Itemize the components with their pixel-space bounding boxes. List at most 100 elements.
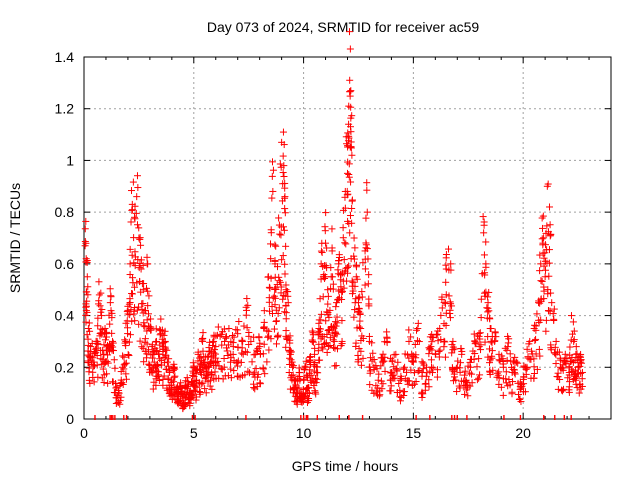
data-point bbox=[379, 380, 387, 388]
data-point bbox=[186, 399, 194, 407]
data-point bbox=[275, 214, 283, 222]
data-point bbox=[499, 391, 507, 399]
data-point bbox=[422, 380, 430, 388]
data-point bbox=[570, 336, 578, 344]
data-point bbox=[169, 366, 177, 374]
data-point bbox=[83, 308, 91, 316]
data-point bbox=[218, 341, 226, 349]
data-point bbox=[411, 380, 419, 388]
data-point bbox=[327, 264, 335, 272]
data-point bbox=[278, 256, 286, 264]
data-point bbox=[322, 317, 330, 325]
data-point bbox=[348, 277, 356, 285]
data-point bbox=[85, 319, 93, 327]
data-point bbox=[268, 194, 276, 202]
data-point bbox=[96, 302, 104, 310]
data-point bbox=[331, 362, 339, 370]
data-point bbox=[571, 366, 579, 374]
data-point bbox=[547, 341, 555, 349]
data-point bbox=[396, 376, 404, 384]
data-point bbox=[563, 355, 571, 363]
data-point bbox=[450, 370, 458, 378]
data-point bbox=[140, 280, 148, 288]
data-point bbox=[559, 387, 567, 395]
data-point bbox=[523, 345, 531, 353]
data-point bbox=[485, 288, 493, 296]
data-point bbox=[503, 356, 511, 364]
data-point bbox=[197, 380, 205, 388]
data-point bbox=[256, 339, 264, 347]
data-point bbox=[268, 172, 276, 180]
data-point bbox=[578, 368, 586, 376]
data-point bbox=[316, 356, 324, 364]
data-point bbox=[503, 346, 511, 354]
data-point bbox=[531, 337, 539, 345]
data-point bbox=[144, 302, 152, 310]
data-point bbox=[295, 384, 303, 392]
data-point bbox=[350, 234, 358, 242]
data-point bbox=[401, 350, 409, 358]
data-point bbox=[259, 364, 267, 372]
data-point bbox=[95, 278, 103, 286]
data-point bbox=[208, 369, 216, 377]
data-point bbox=[363, 186, 371, 194]
data-point bbox=[493, 369, 501, 377]
data-point bbox=[348, 290, 356, 298]
data-point bbox=[94, 373, 102, 381]
data-point bbox=[155, 371, 163, 379]
data-point bbox=[220, 363, 228, 371]
data-point bbox=[390, 371, 398, 379]
data-point bbox=[313, 375, 321, 383]
data-point bbox=[527, 355, 535, 363]
data-point bbox=[261, 370, 269, 378]
data-point bbox=[539, 224, 547, 232]
data-point bbox=[95, 291, 103, 299]
data-point bbox=[515, 395, 523, 403]
data-point bbox=[153, 360, 161, 368]
data-point bbox=[333, 345, 341, 353]
data-point bbox=[577, 369, 585, 377]
data-point bbox=[381, 367, 389, 375]
data-point bbox=[252, 365, 260, 373]
data-point bbox=[272, 317, 280, 325]
data-point bbox=[572, 343, 580, 351]
x-tick-label: 5 bbox=[190, 425, 198, 441]
data-point bbox=[94, 300, 102, 308]
data-point bbox=[566, 358, 574, 366]
data-point bbox=[348, 219, 356, 227]
data-point bbox=[199, 379, 207, 387]
data-point bbox=[345, 262, 353, 270]
data-point bbox=[348, 204, 356, 212]
data-point bbox=[346, 212, 354, 220]
data-point bbox=[550, 305, 558, 313]
data-point bbox=[575, 363, 583, 371]
data-point bbox=[245, 329, 253, 337]
data-point bbox=[281, 205, 289, 213]
y-tick-label: 1.4 bbox=[55, 49, 75, 65]
data-point bbox=[253, 346, 261, 354]
data-point bbox=[390, 351, 398, 359]
data-point bbox=[210, 333, 218, 341]
data-point bbox=[271, 241, 279, 249]
data-point bbox=[181, 393, 189, 401]
data-point bbox=[137, 256, 145, 264]
data-point bbox=[143, 340, 151, 348]
data-point bbox=[547, 230, 555, 238]
data-point bbox=[377, 362, 385, 370]
data-point bbox=[117, 393, 125, 401]
data-point bbox=[361, 281, 369, 289]
data-point bbox=[566, 343, 574, 351]
data-point bbox=[238, 344, 246, 352]
data-point bbox=[126, 298, 134, 306]
data-point bbox=[544, 180, 552, 188]
data-point bbox=[238, 336, 246, 344]
data-point bbox=[425, 350, 433, 358]
data-point bbox=[481, 269, 489, 277]
data-point bbox=[82, 318, 90, 326]
data-point bbox=[557, 365, 565, 373]
data-point bbox=[195, 365, 203, 373]
data-point bbox=[103, 328, 111, 336]
data-point bbox=[324, 286, 332, 294]
data-point bbox=[505, 335, 513, 343]
data-point bbox=[307, 353, 315, 361]
